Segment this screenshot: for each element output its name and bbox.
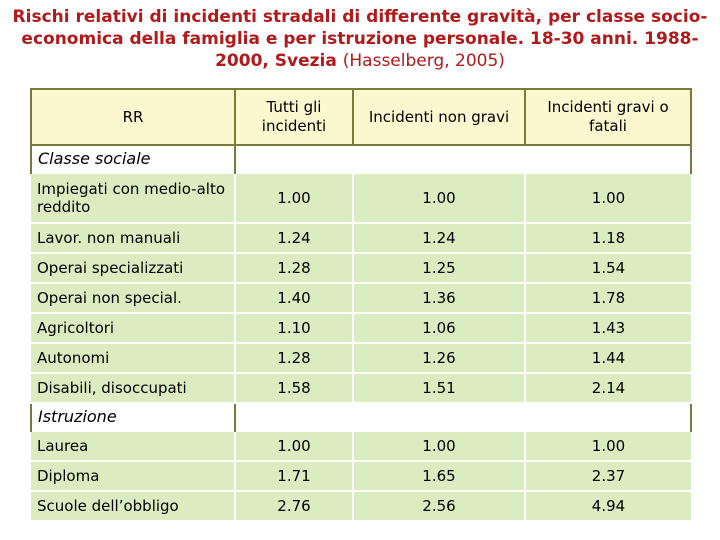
cell-value: 1.10	[234, 312, 353, 344]
section-filler	[234, 145, 692, 173]
cell-value: 1.71	[234, 460, 353, 492]
cell-value: 4.94	[524, 490, 691, 522]
row-label: Laurea	[31, 430, 235, 462]
row-label: Operai specializzati	[31, 252, 235, 284]
cell-value: 1.58	[234, 372, 353, 404]
table-row: Diploma 1.71 1.65 2.37	[31, 460, 691, 492]
relative-risk-table: RR Tutti gli incidenti Incidenti non gra…	[30, 88, 692, 522]
cell-value: 1.06	[352, 312, 525, 344]
header-col-1: Tutti gli incidenti	[234, 88, 354, 146]
cell-value: 1.28	[234, 342, 353, 374]
cell-value: 1.00	[234, 430, 353, 462]
header-col-3: Incidenti gravi o fatali	[524, 88, 692, 146]
row-label: Agricoltori	[31, 312, 235, 344]
cell-value: 1.24	[234, 222, 353, 254]
row-label: Disabili, disoccupati	[31, 372, 235, 404]
cell-value: 1.44	[524, 342, 691, 374]
cell-value: 1.00	[234, 172, 353, 224]
row-label: Diploma	[31, 460, 235, 492]
cell-value: 1.24	[352, 222, 525, 254]
table-row: Impiegati con medio-alto reddito 1.00 1.…	[31, 172, 691, 224]
cell-value: 2.76	[234, 490, 353, 522]
cell-value: 1.54	[524, 252, 691, 284]
row-label: Impiegati con medio-alto reddito	[31, 172, 235, 224]
section-header-row: Classe sociale	[30, 145, 692, 173]
row-label: Operai non special.	[31, 282, 235, 314]
cell-value: 1.25	[352, 252, 525, 284]
cell-value: 1.78	[524, 282, 691, 314]
cell-value: 1.40	[234, 282, 353, 314]
section-header-row: Istruzione	[30, 403, 692, 431]
cell-value: 1.00	[352, 172, 525, 224]
cell-value: 1.00	[524, 172, 691, 224]
slide-title: Rischi relativi di incidenti stradali di…	[0, 6, 720, 72]
title-citation: (Hasselberg, 2005)	[342, 51, 505, 71]
section-label-istruzione: Istruzione	[30, 403, 235, 431]
row-label: Autonomi	[31, 342, 235, 374]
cell-value: 1.51	[352, 372, 525, 404]
cell-value: 1.26	[352, 342, 525, 374]
cell-value: 1.18	[524, 222, 691, 254]
cell-value: 1.65	[352, 460, 525, 492]
table-row: Lavor. non manuali 1.24 1.24 1.18	[31, 222, 691, 254]
table-row: Scuole dell’obbligo 2.76 2.56 4.94	[31, 490, 691, 522]
header-rr: RR	[30, 88, 236, 146]
row-label: Lavor. non manuali	[31, 222, 235, 254]
cell-value: 1.00	[524, 430, 691, 462]
cell-value: 2.56	[352, 490, 525, 522]
table-row: Operai specializzati 1.28 1.25 1.54	[31, 252, 691, 284]
cell-value: 1.00	[352, 430, 525, 462]
cell-value: 1.43	[524, 312, 691, 344]
table-row: Agricoltori 1.10 1.06 1.43	[31, 312, 691, 344]
table-row: Disabili, disoccupati 1.58 1.51 2.14	[31, 372, 691, 404]
cell-value: 1.36	[352, 282, 525, 314]
header-col-2: Incidenti non gravi	[352, 88, 526, 146]
row-label: Scuole dell’obbligo	[31, 490, 235, 522]
table-header-row: RR Tutti gli incidenti Incidenti non gra…	[30, 88, 692, 146]
table-row: Autonomi 1.28 1.26 1.44	[31, 342, 691, 374]
cell-value: 2.37	[524, 460, 691, 492]
cell-value: 1.28	[234, 252, 353, 284]
section-filler	[234, 403, 692, 431]
table-row: Laurea 1.00 1.00 1.00	[31, 430, 691, 462]
title-main: Rischi relativi di incidenti stradali di…	[12, 7, 708, 71]
section-label-classe: Classe sociale	[30, 145, 235, 173]
table-row: Operai non special. 1.40 1.36 1.78	[31, 282, 691, 314]
cell-value: 2.14	[524, 372, 691, 404]
